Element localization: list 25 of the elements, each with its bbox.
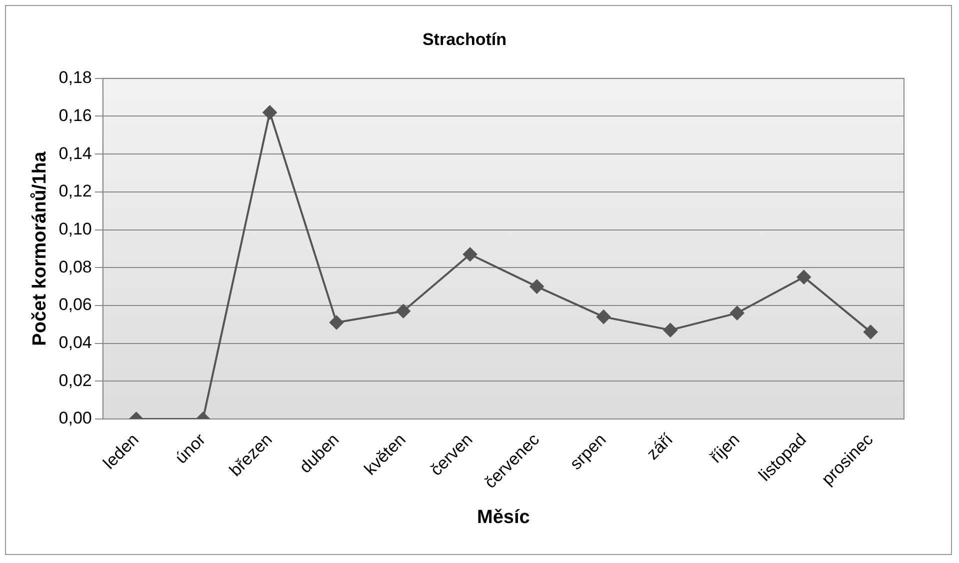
point — [463, 247, 478, 262]
y-tick-label: 0,00 — [58, 408, 92, 428]
y-tick-label: 0,16 — [58, 106, 92, 125]
y-tick-label: 0,04 — [58, 333, 92, 352]
point — [262, 105, 277, 120]
point — [530, 280, 544, 294]
point — [396, 304, 410, 318]
y-tick-label: 0,10 — [58, 219, 92, 238]
x-axis-title: Měsíc — [477, 506, 530, 528]
point — [596, 310, 611, 324]
chart-title: Strachotín — [422, 30, 507, 49]
x-tick-label: říjen — [706, 430, 744, 467]
point — [864, 324, 878, 339]
x-tick-label: září — [643, 430, 677, 464]
y-axis-title: Počet kormoránů/1ha — [30, 151, 51, 346]
point — [796, 270, 811, 284]
point — [330, 315, 344, 330]
y-tick-label: 0,02 — [58, 370, 92, 390]
point — [663, 323, 678, 338]
y-tick-label: 0,08 — [58, 257, 92, 276]
y-tick-label: 0,14 — [58, 144, 92, 163]
y-tick-label: 0,12 — [58, 182, 92, 201]
point — [730, 306, 744, 320]
y-tick-label: 0,06 — [58, 295, 92, 314]
y-tick-label: 0,18 — [58, 68, 92, 88]
